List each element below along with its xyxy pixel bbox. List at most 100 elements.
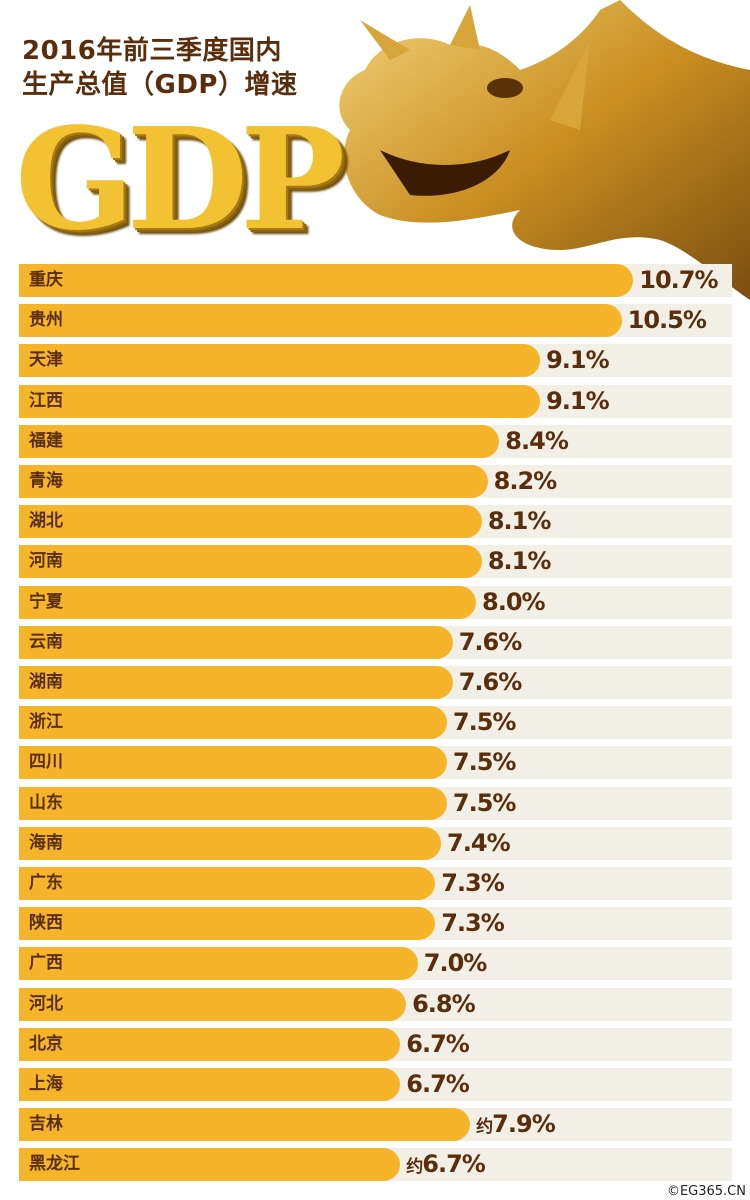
- value-label: 8.1%: [487, 506, 552, 536]
- bar: [19, 625, 453, 659]
- value-label: 6.8%: [412, 989, 476, 1019]
- bar: [19, 947, 418, 981]
- bar: [19, 264, 634, 297]
- category-label: 青海: [29, 471, 63, 491]
- bar: [19, 505, 482, 539]
- value-label: 约7.9%: [476, 1109, 556, 1142]
- category-label: 福建: [29, 430, 63, 451]
- category-label: 广东: [29, 873, 63, 893]
- chart-title: 2016年前三季度国内 生产总值（GDP）增速: [22, 34, 297, 102]
- title-line-1: 2016年前三季度国内: [22, 36, 282, 66]
- value-label: 9.1%: [546, 386, 610, 416]
- value-text: 7.4%: [447, 828, 511, 857]
- bar: [19, 344, 541, 378]
- value-text: 6.7%: [406, 1070, 470, 1098]
- value-label: 6.7%: [406, 1069, 470, 1099]
- category-label: 四川: [29, 752, 63, 773]
- bar-row: 河南 8.1%: [19, 545, 732, 579]
- bar-row: 山东 7.5%: [19, 786, 732, 820]
- bar-row: 贵州 10.5%: [19, 304, 732, 338]
- value-label: 7.5%: [453, 707, 517, 737]
- category-label: 湖南: [29, 672, 63, 692]
- bar: [19, 706, 447, 740]
- value-label: 10.5%: [627, 305, 707, 335]
- category-label: 宁夏: [29, 591, 63, 612]
- bar: [19, 907, 436, 941]
- title-line-2: 生产总值（GDP）增速: [22, 70, 298, 100]
- bar-row: 北京 6.7%: [19, 1027, 732, 1061]
- bar-row: 宁夏 8.0%: [19, 585, 732, 619]
- value-label: 10.7%: [639, 265, 722, 295]
- bar: [19, 867, 436, 900]
- approx-prefix: 约: [476, 1117, 493, 1138]
- value-label: 7.3%: [441, 868, 505, 898]
- category-label: 山东: [29, 792, 63, 813]
- category-label: 河北: [29, 993, 63, 1014]
- bar-row: 福建 8.4%: [19, 424, 732, 458]
- value-text: 8.1%: [487, 507, 552, 536]
- value-text: 6.7%: [406, 1029, 470, 1058]
- bar: [19, 585, 476, 619]
- value-label: 6.7%: [406, 1029, 470, 1059]
- value-label: 8.2%: [493, 466, 558, 496]
- value-text: 9.1%: [546, 346, 610, 375]
- bar-row: 青海 8.2%: [19, 465, 732, 498]
- bar: [19, 465, 488, 498]
- value-text: 8.4%: [505, 426, 569, 455]
- bar-row: 天津 9.1%: [19, 344, 732, 378]
- category-label: 浙江: [29, 712, 63, 733]
- bar-row: 四川 7.5%: [19, 746, 732, 780]
- category-label: 吉林: [29, 1114, 63, 1135]
- bar: [19, 1068, 401, 1101]
- value-text: 10.5%: [627, 306, 707, 335]
- category-label: 河南: [29, 551, 63, 572]
- credit: ©EG365.CN: [666, 1184, 746, 1199]
- bar: [19, 304, 622, 338]
- value-label: 7.6%: [459, 627, 523, 657]
- category-label: 广西: [29, 953, 63, 974]
- bar: [19, 424, 500, 458]
- bar-row: 湖南 7.6%: [19, 666, 732, 699]
- category-label: 江西: [29, 390, 63, 411]
- value-label: 7.5%: [452, 788, 517, 818]
- category-label: 上海: [29, 1074, 63, 1094]
- value-label: 7.6%: [458, 667, 523, 697]
- bar: [19, 746, 447, 780]
- bar: [19, 545, 482, 579]
- dragon-illustration: [339, 0, 750, 300]
- value-label: 约6.7%: [406, 1149, 486, 1182]
- gdp-logo: GDP: [15, 98, 345, 262]
- bar-row: 江西 9.1%: [19, 384, 732, 418]
- bar-row: 广西 7.0%: [19, 947, 732, 981]
- value-text: 8.1%: [487, 547, 552, 576]
- bar: [19, 786, 447, 820]
- category-label: 贵州: [29, 310, 63, 331]
- bar-row: 浙江 7.5%: [19, 706, 732, 740]
- value-text: 7.6%: [458, 668, 523, 696]
- value-label: 9.1%: [546, 345, 610, 375]
- value-text: 8.2%: [493, 467, 558, 495]
- bar: [19, 384, 541, 418]
- category-label: 云南: [29, 631, 63, 652]
- bar-row: 海南 7.4%: [19, 826, 732, 860]
- value-text: 7.5%: [452, 788, 517, 817]
- value-label: 7.4%: [447, 828, 511, 858]
- category-label: 陕西: [29, 913, 63, 934]
- category-label: 黑龙江: [29, 1154, 80, 1175]
- bar-row: 河北 6.8%: [19, 987, 732, 1021]
- category-label: 湖北: [29, 511, 63, 532]
- bar: [19, 666, 453, 699]
- value-label: 8.4%: [505, 426, 569, 456]
- value-text: 9.1%: [546, 386, 610, 415]
- value-text: 7.3%: [441, 869, 505, 897]
- value-text: 8.0%: [482, 587, 546, 616]
- bar: [19, 1148, 401, 1182]
- value-label: 8.1%: [487, 546, 552, 576]
- bar-row: 黑龙江 约6.7%: [19, 1148, 732, 1182]
- bar-row: 陕西 7.3%: [19, 907, 732, 941]
- value-text: 6.7%: [422, 1150, 486, 1179]
- value-text: 6.8%: [412, 989, 476, 1018]
- value-text: 7.3%: [441, 909, 505, 938]
- value-text: 10.7%: [639, 266, 718, 294]
- category-label: 天津: [29, 350, 63, 371]
